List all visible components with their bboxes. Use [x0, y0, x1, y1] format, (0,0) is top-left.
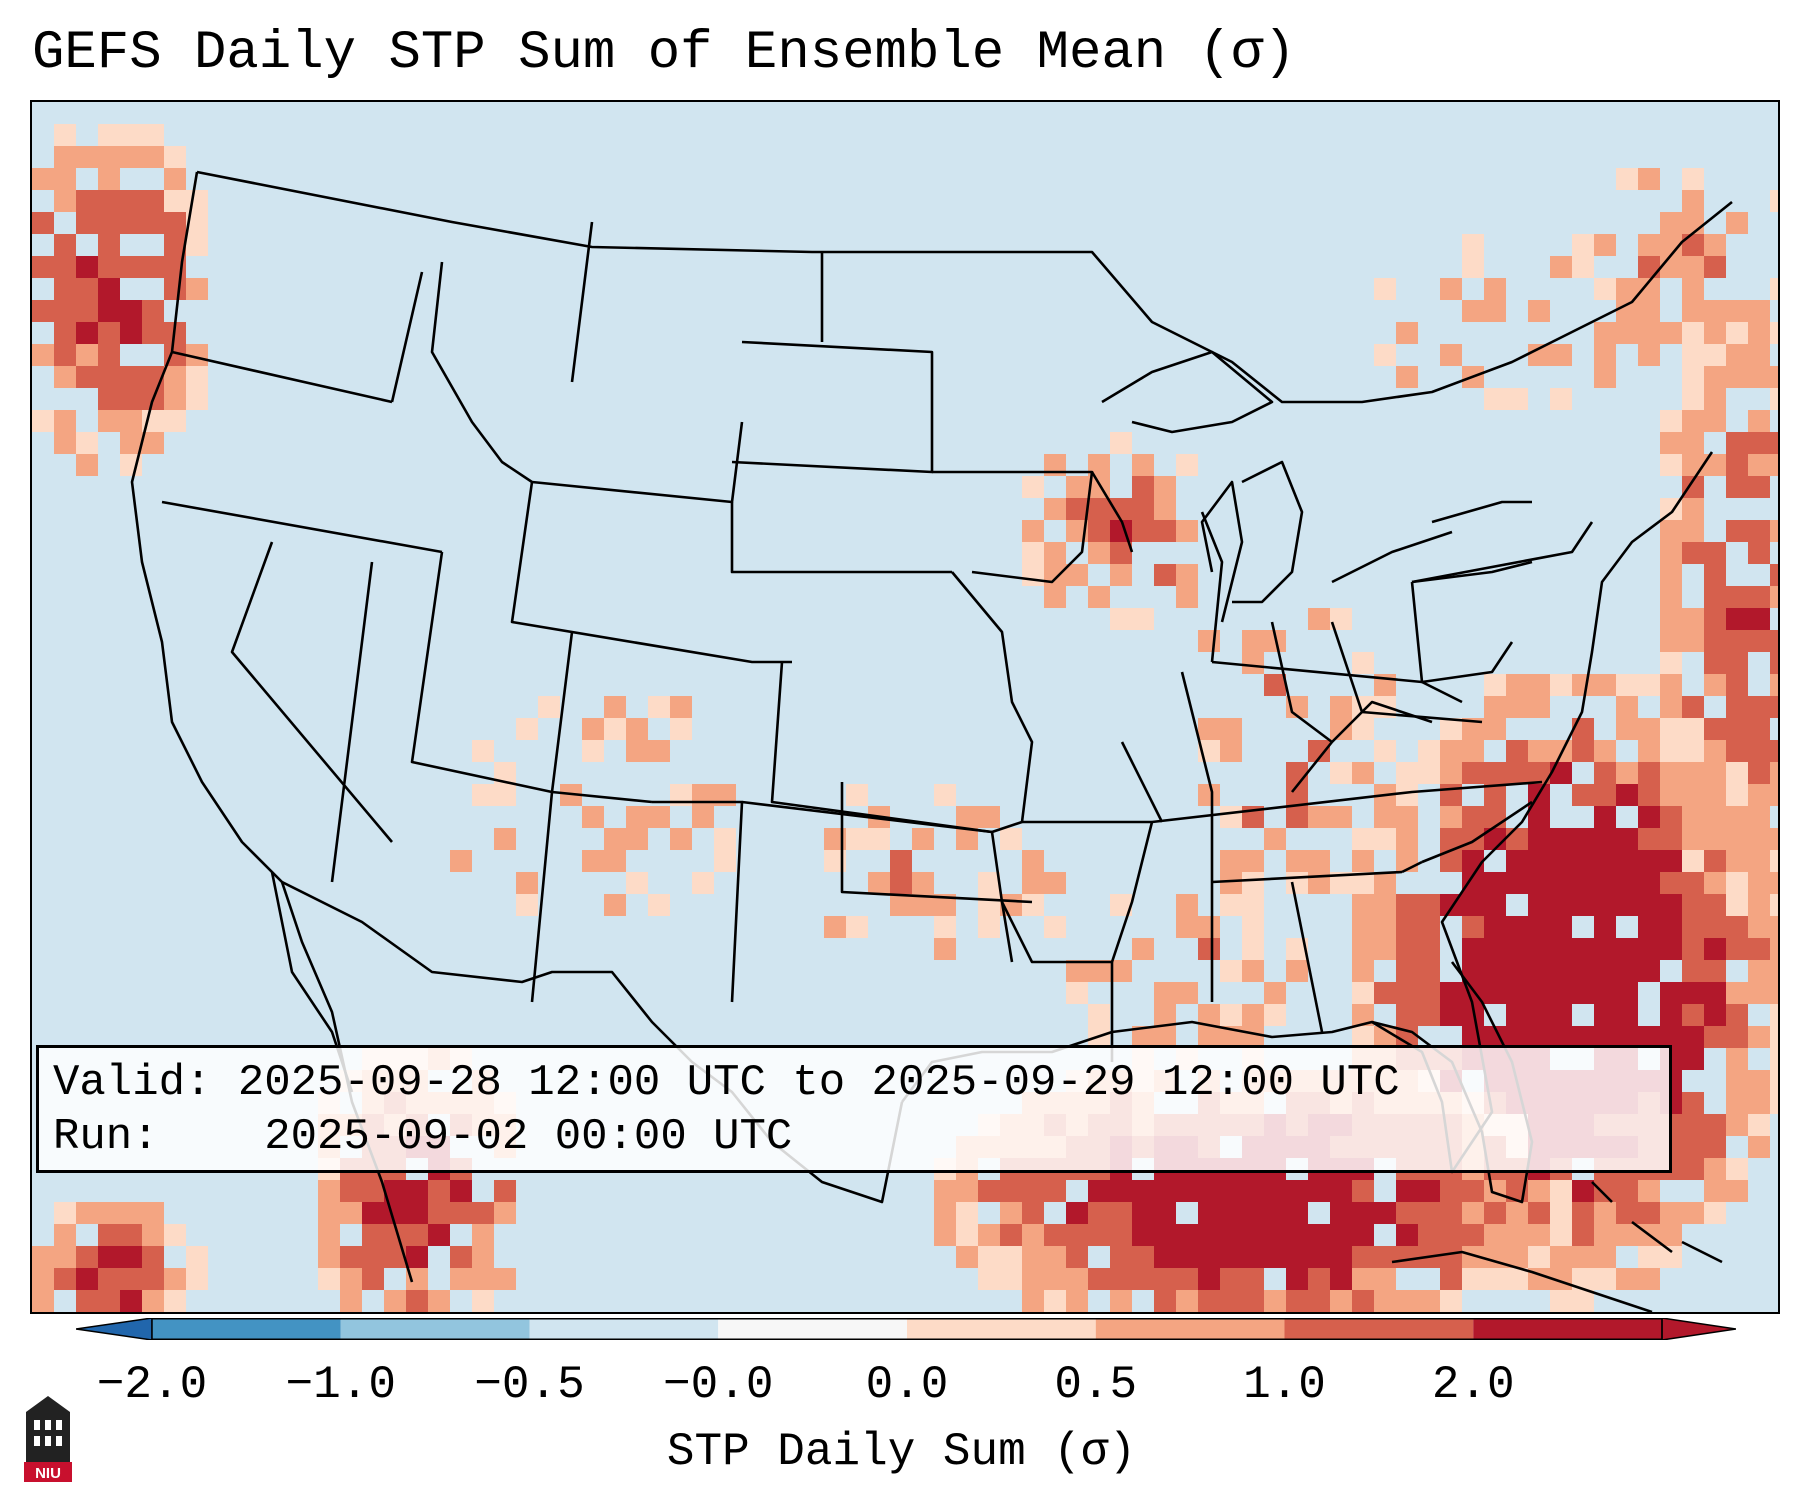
- colorbar-segment: [907, 1318, 1096, 1340]
- colorbar-tick-label: 2.0: [1431, 1359, 1515, 1411]
- colorbar-label: STP Daily Sum (σ): [666, 1426, 1137, 1478]
- colorbar-tick-label: 0.5: [1054, 1359, 1138, 1411]
- lake-michigan: [1200, 480, 1244, 623]
- stp-anomaly-cells: [32, 124, 1778, 1312]
- lake-ontario: [1431, 500, 1532, 524]
- colorbar-extend-max: [1661, 1318, 1736, 1340]
- lake-superior: [1101, 350, 1274, 434]
- stp-map: [32, 124, 1778, 1312]
- colorbar-segment: [1284, 1318, 1474, 1340]
- run-time: 2025-09-02 00:00 UTC: [264, 1112, 793, 1162]
- colorbar-segment: [340, 1318, 530, 1340]
- lake-erie: [1331, 530, 1453, 584]
- colorbar-tick-label: −0.0: [663, 1359, 774, 1411]
- colorbar-segment: [1095, 1318, 1285, 1340]
- valid-label: Valid:: [53, 1058, 212, 1108]
- page-title: GEFS Daily STP Sum of Ensemble Mean (σ): [32, 23, 1296, 84]
- colorbar-tick-label: −1.0: [285, 1359, 396, 1411]
- colorbar-tick-label: 0.0: [865, 1359, 949, 1411]
- valid-run-info-box: Valid: 2025-09-28 12:00 UTC to 2025-09-2…: [36, 1045, 1672, 1173]
- colorbar-segment: [529, 1318, 719, 1340]
- colorbar-segment: [1473, 1318, 1662, 1340]
- niu-logo-icon: NIU: [24, 1396, 72, 1482]
- colorbar-tick-label: −2.0: [96, 1359, 208, 1411]
- colorbar-tick-label: −0.5: [474, 1359, 585, 1411]
- us-canada-border: [196, 170, 1733, 404]
- colorbar-segment: [152, 1318, 341, 1340]
- lower-michigan: [1232, 460, 1304, 604]
- us-mexico-border: [281, 880, 904, 1204]
- cuba: [1391, 1250, 1653, 1312]
- colorbar-extend-min: [76, 1318, 153, 1340]
- colorbar-segment: [718, 1318, 907, 1340]
- valid-time-range: 2025-09-28 12:00 UTC to 2025-09-29 12:00…: [237, 1058, 1400, 1108]
- run-label: Run:: [53, 1112, 159, 1162]
- colorbar-tick-label: 1.0: [1243, 1359, 1326, 1411]
- logo-text: NIU: [35, 1465, 61, 1482]
- colorbar: [76, 1318, 1736, 1340]
- bahamas: [1591, 1181, 1723, 1264]
